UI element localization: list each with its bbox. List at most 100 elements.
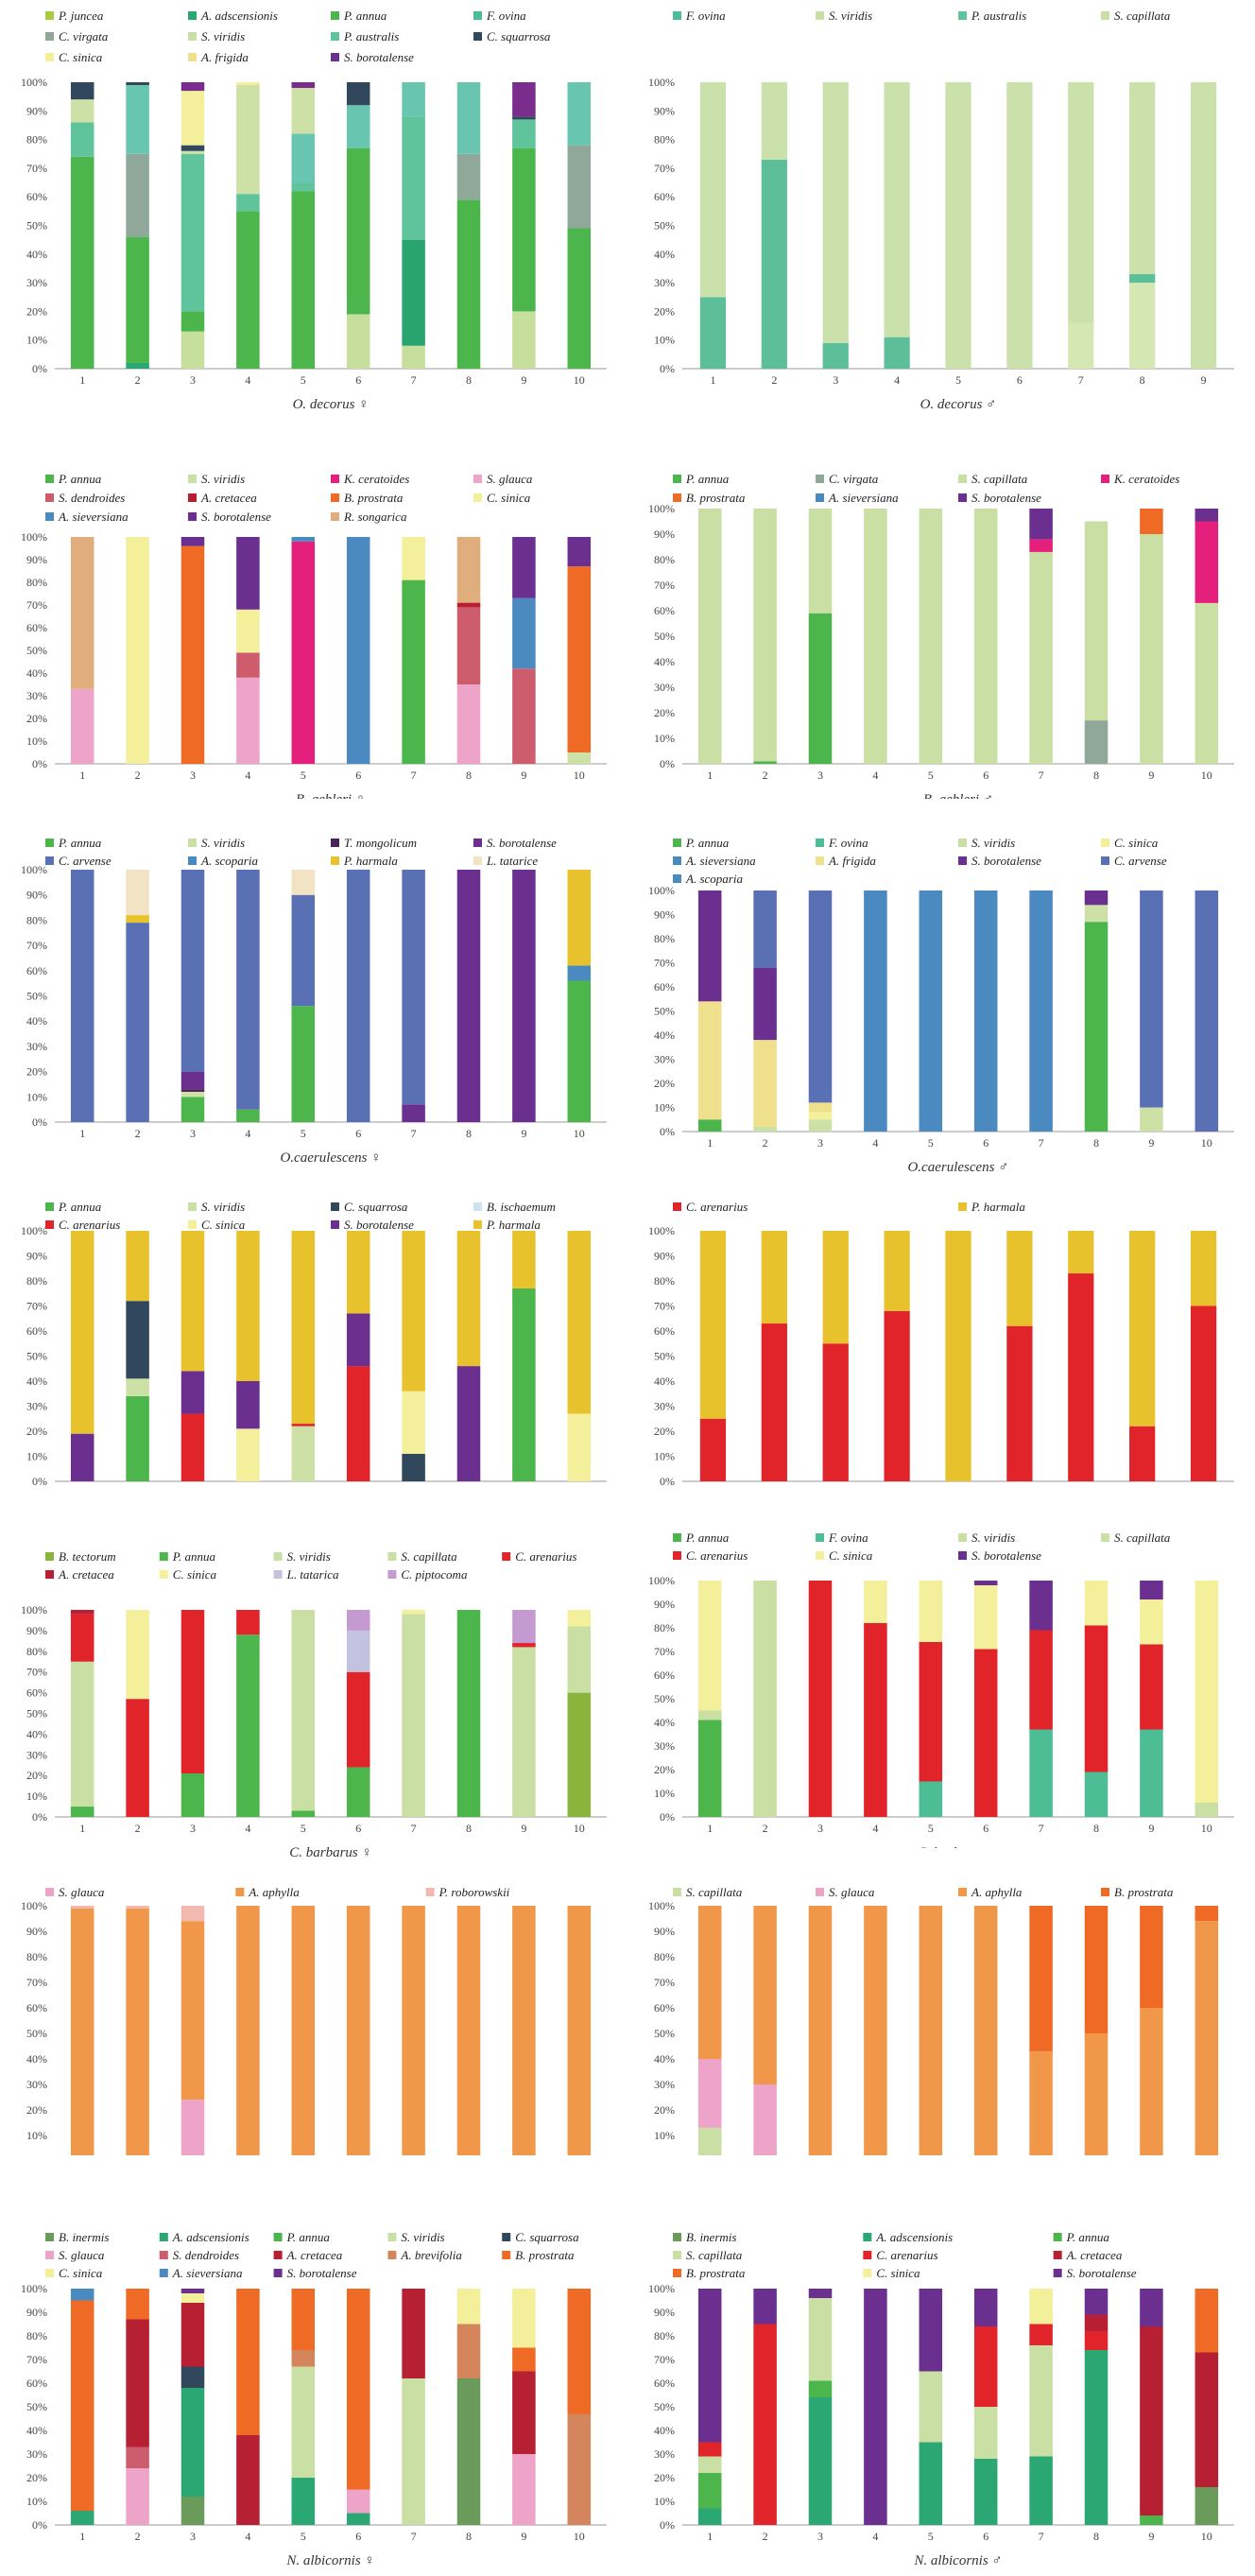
bar-segment [567, 537, 592, 567]
bar-segment [1195, 521, 1219, 603]
bar-segment [1129, 1231, 1156, 1426]
bar-segment [126, 1395, 149, 1481]
x-tick-label: 4 [245, 1822, 250, 1835]
legend-swatch [816, 1533, 824, 1542]
bar-segment [126, 1906, 149, 1909]
bar-segment [346, 537, 370, 764]
legend-label: C. arvense [59, 854, 112, 868]
bar-segment [346, 1630, 370, 1672]
x-tick-label: 4 [872, 1822, 878, 1835]
bar-segment [181, 1906, 205, 1922]
legend-swatch [273, 2233, 283, 2241]
x-tick-label: 1 [707, 769, 713, 782]
bar-segment [808, 509, 833, 614]
legend-swatch [273, 2269, 283, 2277]
y-tick-label: 50% [26, 990, 47, 1003]
legend-swatch [331, 838, 339, 847]
bar-segment [919, 509, 943, 764]
legend-label: S. capillata [401, 1549, 457, 1564]
x-tick-label: 4 [872, 2530, 878, 2543]
x-tick-label: 8 [466, 1486, 472, 1489]
x-tick-label: 5 [955, 1486, 961, 1489]
bar-segment [808, 2397, 833, 2525]
chart-panel-6: P. annua F. ovina S. viridis C. sinica A. si… [628, 827, 1255, 1186]
bar-segment [181, 1071, 205, 1090]
legend-label: C. piptocoma [401, 1567, 468, 1582]
x-tick-label: 3 [833, 1486, 838, 1489]
y-tick-label: 80% [26, 576, 47, 589]
y-tick-label: 60% [26, 2377, 47, 2390]
legend-label: S. capillata [686, 2248, 743, 2262]
bar-segment [402, 2289, 425, 2378]
legend-label: P. annua [172, 1549, 216, 1564]
legend-label: F. ovina [486, 9, 526, 23]
bar-segment [697, 1001, 722, 1120]
y-tick-label: 30% [26, 1748, 47, 1761]
legend-label: C. squarrosa [515, 2230, 579, 2244]
bar-segment [402, 1231, 425, 1392]
legend-label: A. sieversiana [685, 854, 756, 868]
legend-label: B. inermis [686, 2230, 736, 2244]
legend-swatch [816, 11, 824, 20]
legend-label: B. prostrata [344, 491, 404, 505]
x-tick-label: 2 [135, 2530, 141, 2543]
bar-segment [1195, 602, 1219, 764]
bar-segment [808, 1112, 833, 1120]
bar-segment [753, 1906, 777, 2084]
x-tick-label: 3 [190, 769, 196, 782]
bar-segment [567, 566, 592, 752]
bar-segment [236, 870, 260, 1110]
legend-label: A. scoparia [200, 854, 258, 868]
y-tick-label: 100% [648, 2282, 675, 2295]
legend-label: C. squarrosa [344, 1200, 408, 1214]
legend-label: S. viridis [201, 836, 245, 850]
bar-segment [181, 2100, 205, 2155]
bar-segment [1006, 1325, 1033, 1481]
bar-segment [291, 88, 316, 134]
y-tick-label: 0% [32, 757, 47, 770]
legend-label: C. arenarius [876, 2248, 937, 2262]
legend-label: S. capillata [971, 472, 1028, 486]
x-tick-label: 2 [135, 769, 141, 782]
x-tick-label: 5 [301, 373, 306, 387]
y-tick-label: 90% [654, 2306, 675, 2319]
y-tick-label: 0% [32, 1475, 47, 1488]
y-tick-label: 90% [654, 527, 675, 541]
x-tick-label: 3 [817, 769, 823, 782]
bar-segment [1084, 905, 1109, 923]
bar-segment [126, 923, 149, 1122]
bar-segment [699, 1418, 727, 1481]
legend-label: S. viridis [201, 1200, 245, 1214]
x-tick-label: 1 [710, 1486, 715, 1489]
bar-segment [402, 1610, 425, 1615]
bar-segment [346, 1313, 370, 1367]
legend-swatch [188, 838, 197, 847]
legend-swatch [45, 512, 54, 521]
bar-segment [181, 545, 205, 764]
bar-segment [567, 1626, 592, 1693]
y-tick-label: 20% [26, 712, 47, 725]
bar-segment [753, 761, 777, 764]
y-tick-label: 70% [26, 1300, 47, 1313]
legend-swatch [1101, 1888, 1109, 1896]
bar-segment [236, 2435, 260, 2525]
bar-segment [884, 1310, 910, 1481]
bar-segment [402, 82, 425, 117]
y-tick-label: 0% [660, 1810, 675, 1824]
bar-segment [181, 2303, 205, 2367]
bar-segment [919, 2289, 943, 2372]
y-tick-label: 70% [654, 957, 675, 970]
bar-segment [402, 870, 425, 1105]
bar-segment [822, 82, 849, 343]
legend-swatch [673, 856, 681, 865]
x-tick-label: 10 [574, 1822, 585, 1835]
y-tick-label: 40% [654, 2424, 675, 2437]
y-tick-label: 10% [26, 735, 47, 748]
legend-swatch [1101, 11, 1109, 20]
y-tick-label: 80% [654, 553, 675, 566]
bar-segment [864, 1623, 887, 1817]
x-tick-label: 2 [135, 373, 141, 387]
y-tick-label: 60% [654, 2377, 675, 2390]
y-tick-label: 20% [654, 2103, 675, 2117]
y-tick-label: 50% [26, 1707, 47, 1720]
